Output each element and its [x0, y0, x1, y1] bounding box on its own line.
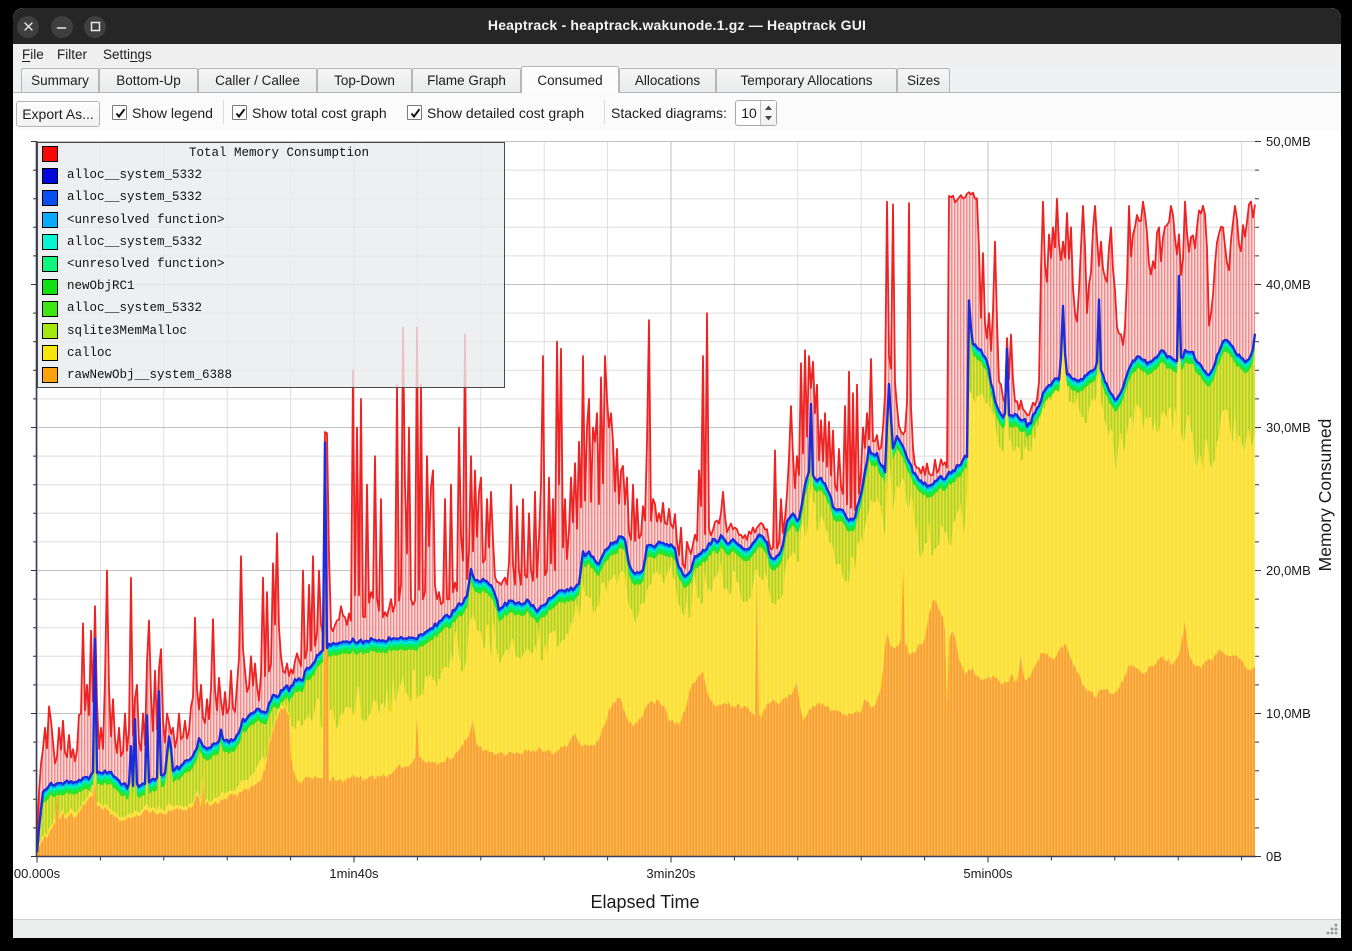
svg-text:40,0MB: 40,0MB [1266, 277, 1311, 292]
svg-text:Elapsed Time: Elapsed Time [590, 892, 699, 912]
svg-text:1min40s: 1min40s [329, 866, 379, 881]
svg-text:3min20s: 3min20s [646, 866, 696, 881]
svg-text:00.000s: 00.000s [14, 866, 61, 881]
svg-text:0B: 0B [1266, 849, 1282, 864]
svg-text:5min00s: 5min00s [963, 866, 1013, 881]
svg-text:10,0MB: 10,0MB [1266, 706, 1311, 721]
svg-text:50,0MB: 50,0MB [1266, 134, 1311, 149]
svg-text:30,0MB: 30,0MB [1266, 420, 1311, 435]
svg-text:Memory Consumed: Memory Consumed [1315, 419, 1335, 572]
svg-text:20,0MB: 20,0MB [1266, 563, 1311, 578]
